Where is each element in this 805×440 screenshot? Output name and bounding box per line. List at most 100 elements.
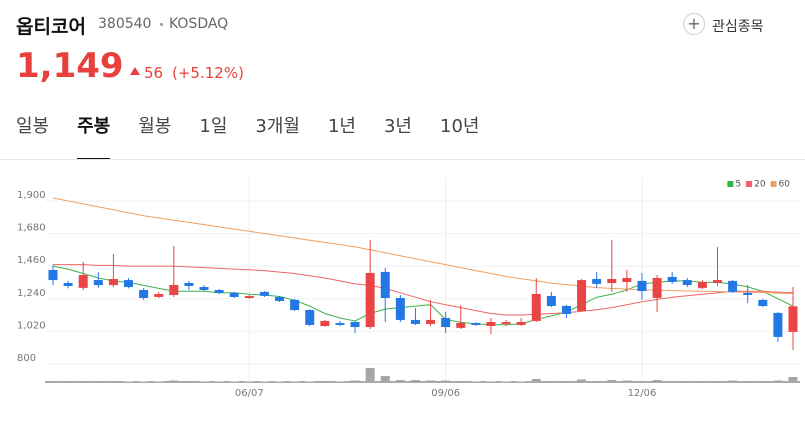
- market: KOSDAQ: [169, 16, 229, 32]
- ma-line: [53, 264, 794, 316]
- volume-bar: [184, 381, 194, 382]
- candle-body: [471, 323, 481, 325]
- volume-bar: [697, 381, 707, 382]
- candle-body: [229, 292, 239, 297]
- volume-bar: [93, 381, 103, 382]
- volume-bar: [592, 381, 602, 382]
- volume-bar: [410, 380, 420, 382]
- volume-bar: [546, 381, 556, 382]
- watch-icon[interactable]: +: [683, 13, 705, 35]
- legend-label: 20: [754, 180, 766, 190]
- up-arrow: [130, 67, 140, 75]
- candle-body: [501, 321, 511, 324]
- candle-body: [320, 320, 330, 326]
- candle-body: [712, 280, 722, 284]
- candle-body: [93, 280, 103, 286]
- candle-body: [426, 319, 436, 324]
- candle-body: [743, 292, 753, 296]
- x-tick-label: 06/07: [235, 388, 264, 399]
- tab[interactable]: 3년: [383, 116, 412, 137]
- candle-body: [728, 280, 738, 292]
- tab-bar: 일봉 주봉 월봉 1일 3개월 1년 3년 10년: [16, 112, 507, 160]
- volume-bar: [516, 381, 526, 382]
- candle-body: [561, 305, 571, 314]
- volume-bar: [456, 381, 466, 382]
- volume-bar: [561, 381, 571, 382]
- tab[interactable]: 1년: [327, 116, 356, 137]
- volume-bar: [501, 381, 511, 382]
- candle-body: [139, 289, 149, 298]
- volume-bar: [637, 381, 647, 382]
- volume-bar: [773, 380, 783, 382]
- volume-bar: [229, 381, 239, 382]
- volume-bar: [154, 381, 164, 382]
- tab[interactable]: 월봉: [138, 116, 172, 137]
- volume-bar: [244, 381, 254, 382]
- candle-body: [380, 271, 390, 298]
- candle-body: [335, 323, 345, 325]
- candle-body: [350, 321, 360, 328]
- candle-body: [758, 299, 768, 306]
- x-tick-label: 12/06: [628, 388, 657, 399]
- candle-body: [63, 283, 73, 286]
- legend-swatch: [746, 181, 753, 187]
- volume-bar: [622, 380, 632, 382]
- candle-body: [305, 309, 315, 325]
- volume-bar: [531, 379, 541, 382]
- ma-line: [52, 265, 794, 326]
- tab[interactable]: 3개월: [255, 116, 300, 137]
- stock-code: 380540: [98, 16, 152, 32]
- candle-body: [214, 289, 224, 293]
- candle-body: [788, 306, 798, 332]
- candle-body: [244, 296, 254, 298]
- volume-bar: [380, 376, 390, 382]
- x-tick-label: 09/06: [431, 388, 460, 399]
- y-tick-label: 1,900: [17, 190, 46, 201]
- volume-bar: [652, 380, 662, 382]
- volume-bar: [275, 381, 285, 382]
- candle-body: [290, 299, 300, 310]
- tab[interactable]: 일봉: [16, 116, 50, 137]
- change-pct: (+5.12%): [172, 64, 244, 82]
- candle-body: [667, 276, 677, 282]
- y-tick-label: 1,020: [17, 320, 46, 331]
- candle-body: [456, 323, 466, 328]
- candle-body: [48, 269, 58, 281]
- divider: [0, 159, 805, 160]
- volume-bar: [169, 380, 179, 382]
- volume-bar: [712, 381, 722, 382]
- legend-swatch: [727, 181, 734, 187]
- volume-bar: [63, 381, 73, 382]
- candle-body: [607, 279, 617, 284]
- volume-bar: [124, 381, 134, 382]
- watch-label[interactable]: 관심종목: [712, 19, 764, 35]
- candle-body: [124, 280, 134, 288]
- candle-body: [682, 280, 692, 285]
- ma-line: [52, 197, 794, 294]
- volume-bar: [426, 380, 436, 382]
- volume-bar: [48, 381, 58, 382]
- candle-body: [259, 291, 269, 296]
- legend-swatch: [770, 181, 777, 187]
- volume-bar: [350, 380, 360, 382]
- volume-bar: [395, 380, 405, 382]
- candle-body: [275, 296, 285, 301]
- separator-dot: [160, 23, 163, 26]
- tab[interactable]: 10년: [440, 116, 480, 137]
- tab[interactable]: 1일: [199, 116, 228, 137]
- candle-body: [169, 284, 179, 296]
- volume-bar: [728, 380, 738, 382]
- volume-bar: [214, 381, 224, 382]
- volume-bar: [471, 381, 481, 382]
- candle-body: [637, 280, 647, 292]
- candle-body: [622, 277, 632, 282]
- volume-bar: [441, 380, 451, 382]
- legend-label: 5: [735, 180, 741, 190]
- candle-body: [199, 287, 209, 290]
- volume-bar: [320, 381, 330, 382]
- volume-bar: [108, 381, 118, 382]
- volume-bar: [607, 380, 617, 382]
- volume-bar: [667, 381, 677, 382]
